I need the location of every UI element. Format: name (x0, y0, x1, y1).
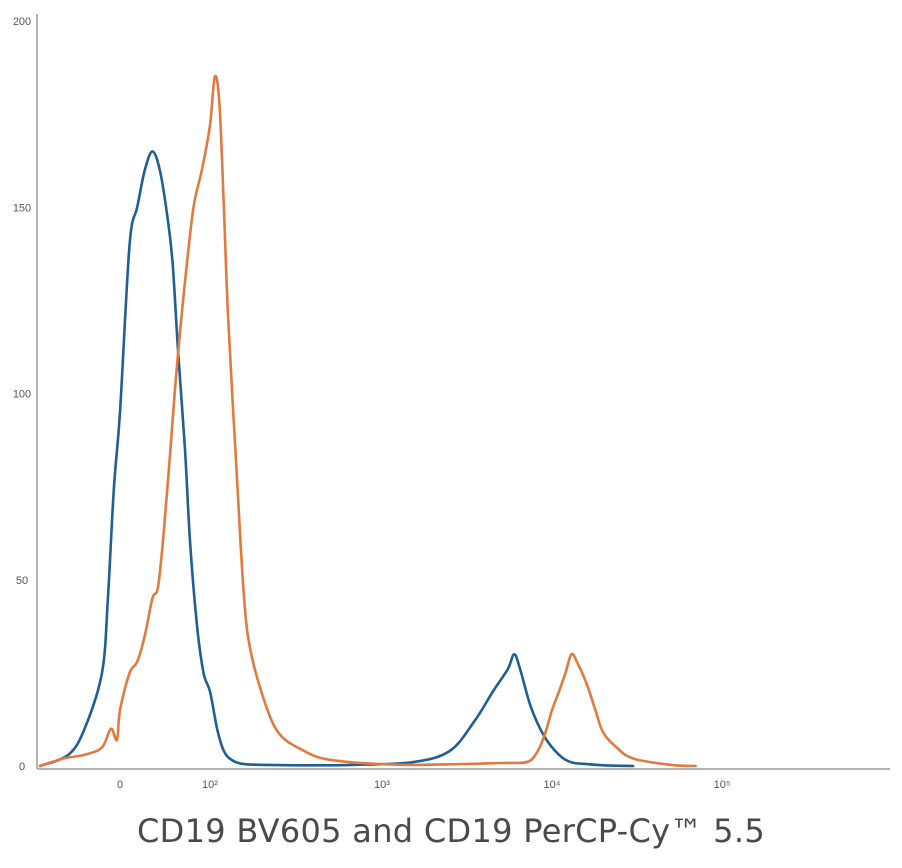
y-tick-label: 50 (16, 575, 28, 587)
x-axis-title: CD19 BV605 and CD19 PerCP-Cy™ 5.5 (137, 812, 765, 850)
y-tick-labels: 0 50 100 150 200 (13, 16, 31, 773)
series-line-blue (38, 150, 635, 768)
histogram-chart: 0 50 100 150 200 0 10² 10³ 10⁴ 10⁵ (13, 14, 890, 791)
series-lines (38, 74, 697, 768)
x-tick-label: 0 (117, 779, 123, 791)
x-tick-label: 10⁵ (714, 779, 731, 791)
x-tick-label: 10⁴ (544, 779, 561, 791)
series-line-orange (38, 74, 697, 768)
y-tick-label: 150 (13, 202, 31, 214)
y-tick-label: 0 (19, 761, 25, 773)
x-tick-label: 10³ (374, 779, 390, 791)
y-tick-label: 200 (13, 16, 31, 28)
x-tick-label: 10² (202, 779, 218, 791)
x-tick-labels: 0 10² 10³ 10⁴ 10⁵ (117, 779, 730, 791)
y-tick-label: 100 (13, 389, 31, 401)
